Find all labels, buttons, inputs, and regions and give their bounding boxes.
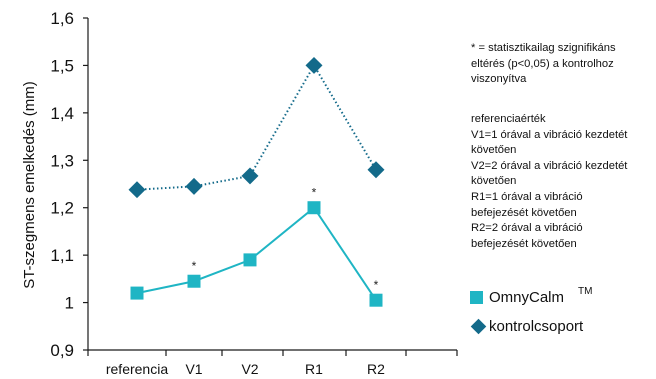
note-line: eltérés (p<0,05) a kontrolhoz	[471, 57, 614, 70]
data-point-diamond	[241, 167, 259, 185]
y-axis: 0,9 1 1,1 1,2 1,3 1,4 1,5 1,6	[50, 9, 89, 360]
note-line: R2=2 órával a vibráció	[471, 222, 583, 235]
significance-star: *	[312, 186, 317, 200]
series-layer: * * *	[128, 56, 385, 307]
y-axis-label: ST-szegmens emelkedés (mm)	[21, 81, 38, 289]
legend-label-kontrolcsoport: kontrolcsoport	[489, 318, 584, 335]
trademark-mark: TM	[578, 286, 593, 297]
y-tick-label: 1,4	[50, 104, 74, 123]
data-point-diamond	[367, 161, 385, 179]
significance-star: *	[192, 259, 197, 273]
y-tick-label: 1,3	[50, 151, 74, 170]
y-tick-label: 1,6	[50, 9, 74, 28]
y-tick-label: 0,9	[50, 341, 74, 360]
data-point-square	[187, 274, 201, 288]
square-marker-icon	[470, 291, 483, 304]
note-line: befejezését követően	[471, 206, 577, 219]
legend-item-kontrolcsoport: kontrolcsoport	[470, 318, 583, 335]
x-tick-label: V1	[185, 361, 202, 377]
x-tick-label: referencia	[106, 361, 168, 377]
y-tick-label: 1	[65, 294, 74, 313]
data-point-square	[243, 253, 257, 267]
series-line	[136, 63, 377, 191]
x-axis: referencia V1 V2 R1 R2	[87, 349, 458, 377]
note-line: viszonyítva	[471, 73, 527, 86]
significance-note: * = statisztikailag szignifikáns eltérés …	[471, 41, 653, 88]
legend-label-omnycalm: OmnyCalm	[489, 289, 565, 306]
note-line: követően	[471, 144, 517, 157]
y-tick-label: 1,2	[50, 199, 74, 218]
y-tick-label: 1,5	[50, 56, 74, 75]
data-point-diamond	[128, 181, 146, 199]
data-point-square	[130, 286, 144, 300]
significance-star: *	[374, 278, 379, 292]
x-tick-label: R1	[305, 361, 323, 377]
note-line: referenciaérték	[471, 113, 546, 125]
x-tick-label: R2	[367, 361, 385, 377]
note-line: * = statisztikailag szignifikáns	[471, 42, 616, 54]
note-line: befejezését követően	[471, 237, 577, 250]
reference-note: referenciaérték V1=1 órával a vibráció ke…	[471, 112, 653, 252]
data-point-square	[369, 293, 383, 307]
data-point-square	[307, 201, 321, 215]
note-line: R1=1 órával a vibráció	[471, 190, 583, 203]
note-line: V2=2 órával a vibráció kezdetét	[471, 159, 628, 172]
y-tick-label: 1,1	[50, 246, 74, 265]
note-line: követően	[471, 175, 517, 188]
data-point-diamond	[305, 56, 323, 74]
legend-item-omnycalm: OmnyCalm TM	[470, 286, 593, 306]
note-line: V1=1 órával a vibráció kezdetét	[471, 128, 628, 141]
data-point-diamond	[185, 177, 203, 195]
diamond-marker-icon	[470, 318, 487, 335]
x-tick-label: V2	[241, 361, 258, 377]
